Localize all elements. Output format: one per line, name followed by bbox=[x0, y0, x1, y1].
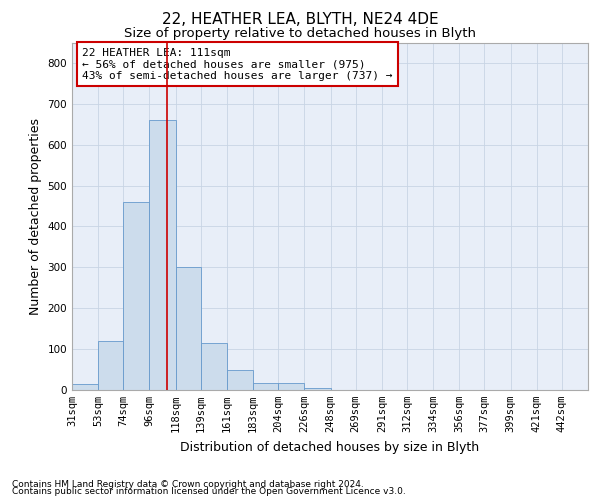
Y-axis label: Number of detached properties: Number of detached properties bbox=[29, 118, 42, 315]
Bar bbox=[253, 382, 278, 390]
Text: Contains public sector information licensed under the Open Government Licence v3: Contains public sector information licen… bbox=[12, 487, 406, 496]
Bar bbox=[278, 382, 304, 390]
Bar bbox=[123, 202, 149, 390]
Bar bbox=[72, 384, 98, 390]
Text: Size of property relative to detached houses in Blyth: Size of property relative to detached ho… bbox=[124, 28, 476, 40]
Bar bbox=[201, 343, 227, 390]
Bar bbox=[98, 341, 123, 390]
Bar bbox=[227, 370, 253, 390]
Bar bbox=[149, 120, 176, 390]
Text: 22, HEATHER LEA, BLYTH, NE24 4DE: 22, HEATHER LEA, BLYTH, NE24 4DE bbox=[161, 12, 439, 28]
X-axis label: Distribution of detached houses by size in Blyth: Distribution of detached houses by size … bbox=[181, 440, 479, 454]
Bar bbox=[176, 268, 201, 390]
Text: 22 HEATHER LEA: 111sqm
← 56% of detached houses are smaller (975)
43% of semi-de: 22 HEATHER LEA: 111sqm ← 56% of detached… bbox=[82, 48, 393, 81]
Bar bbox=[304, 388, 331, 390]
Text: Contains HM Land Registry data © Crown copyright and database right 2024.: Contains HM Land Registry data © Crown c… bbox=[12, 480, 364, 489]
